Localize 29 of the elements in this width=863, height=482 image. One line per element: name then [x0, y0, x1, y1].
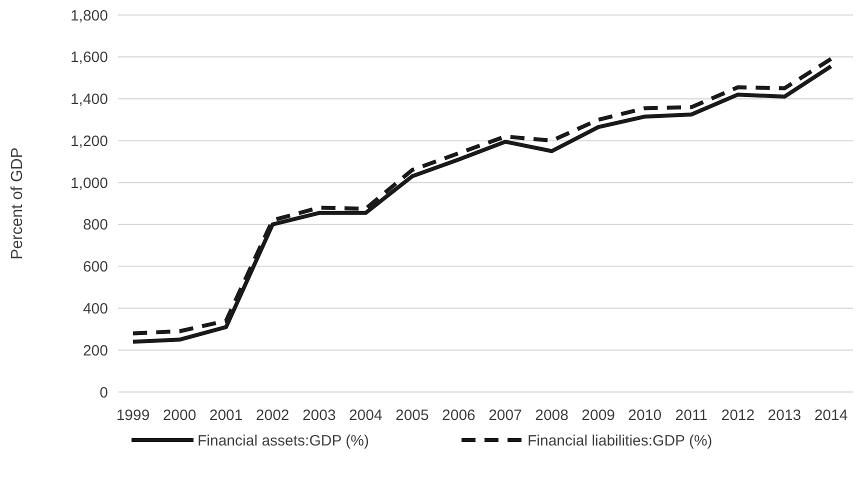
- x-tick-label: 2012: [721, 407, 755, 424]
- y-tick-label: 200: [82, 342, 108, 360]
- y-tick-label: 0: [100, 384, 108, 402]
- x-tick-label: 2004: [348, 407, 382, 424]
- y-tick-label: 400: [82, 300, 108, 318]
- x-tick-label: 2009: [582, 407, 616, 424]
- x-tick-label: 2005: [396, 407, 429, 424]
- x-tick-label: 2011: [675, 407, 708, 424]
- y-tick-label: 1,600: [70, 49, 108, 66]
- x-tick-label: 2014: [814, 407, 848, 424]
- x-tick-label: 2001: [209, 407, 243, 424]
- y-tick-label: 600: [82, 258, 108, 276]
- y-tick-label: 1,800: [70, 7, 108, 24]
- y-tick-label: 1,000: [70, 174, 108, 192]
- x-tick-label: 2010: [628, 407, 662, 424]
- y-tick-label: 1,200: [70, 132, 108, 150]
- x-tick-label: 2008: [535, 407, 568, 424]
- legend-label: Financial assets:GDP (%): [198, 432, 369, 450]
- x-tick-label: 2013: [768, 407, 802, 424]
- y-tick-label: 1,400: [70, 91, 108, 108]
- legend-label: Financial liabilities:GDP (%): [528, 432, 712, 450]
- y-axis-title: Percent of GDP: [9, 147, 26, 260]
- x-tick-label: 2006: [442, 407, 476, 424]
- x-tick-label: 2003: [302, 407, 336, 424]
- x-tick-label: 1999: [116, 407, 150, 424]
- x-tick-label: 2002: [256, 407, 290, 424]
- x-tick-label: 2007: [488, 407, 522, 424]
- x-tick-label: 2000: [162, 407, 196, 424]
- y-tick-label: 800: [82, 216, 108, 234]
